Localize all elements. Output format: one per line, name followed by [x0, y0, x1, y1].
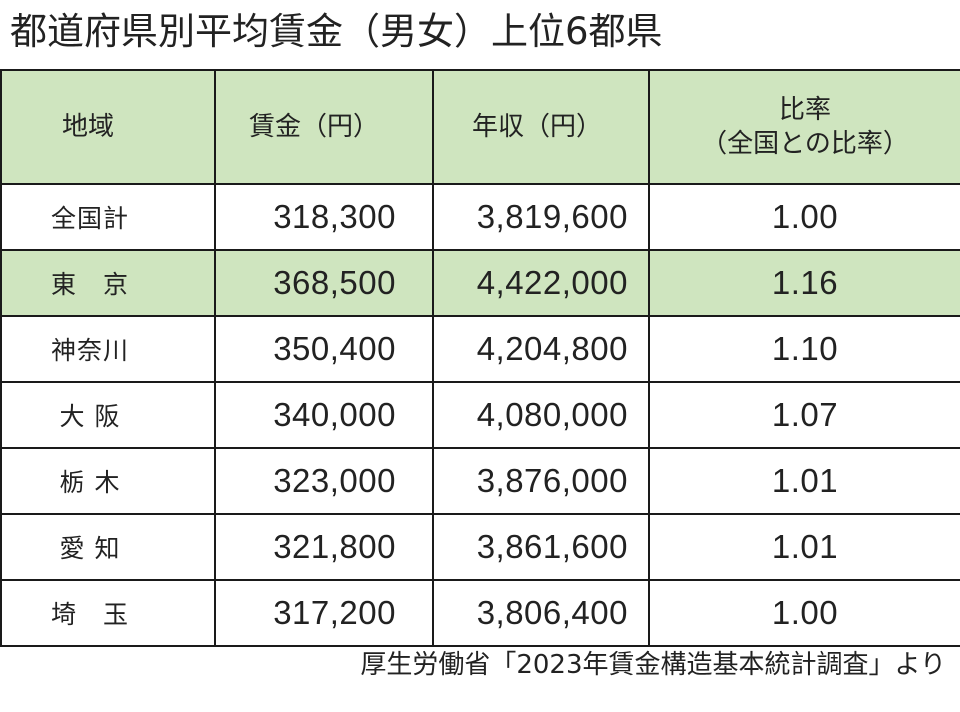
ratio-header-title: 比率 — [778, 95, 831, 125]
income-cell: 4,422,000 — [432, 249, 650, 317]
income-cell: 3,861,600 — [432, 513, 650, 581]
region-cell: 大 阪 — [0, 381, 216, 449]
income-cell: 4,204,800 — [432, 315, 650, 383]
income-cell: 3,806,400 — [432, 579, 650, 647]
table-row: 埼 玉 317,200 3,806,400 1.00 — [0, 579, 960, 647]
page-title: 都道府県別平均賃金（男女）上位6都県 — [10, 10, 663, 53]
region-cell: 東 京 — [0, 249, 216, 317]
income-cell: 4,080,000 — [432, 381, 650, 449]
column-header-region: 地域 — [0, 69, 216, 185]
ratio-cell: 1.07 — [648, 381, 960, 449]
ratio-cell: 1.00 — [648, 183, 960, 251]
source-note: 厚生労働省「2023年賃金構造基本統計調査」より — [360, 650, 946, 680]
income-cell: 3,819,600 — [432, 183, 650, 251]
region-cell: 神奈川 — [0, 315, 216, 383]
income-cell: 3,876,000 — [432, 447, 650, 515]
ratio-cell: 1.16 — [648, 249, 960, 317]
wage-cell: 321,800 — [214, 513, 434, 581]
wage-cell: 368,500 — [214, 249, 434, 317]
ratio-cell: 1.00 — [648, 579, 960, 647]
ratio-cell: 1.01 — [648, 513, 960, 581]
region-cell: 全国計 — [0, 183, 216, 251]
region-cell: 埼 玉 — [0, 579, 216, 647]
wage-cell: 340,000 — [214, 381, 434, 449]
table-row: 愛 知 321,800 3,861,600 1.01 — [0, 513, 960, 581]
wage-cell: 350,400 — [214, 315, 434, 383]
table-row: 大 阪 340,000 4,080,000 1.07 — [0, 381, 960, 449]
ratio-cell: 1.01 — [648, 447, 960, 515]
wage-table: 地域 賃金（円） 年収（円） 比率 （全国との比率） 全国計 318,300 3… — [0, 69, 960, 647]
wage-cell: 317,200 — [214, 579, 434, 647]
table-row: 神奈川 350,400 4,204,800 1.10 — [0, 315, 960, 383]
region-cell: 栃 木 — [0, 447, 216, 515]
wage-cell: 323,000 — [214, 447, 434, 515]
region-cell: 愛 知 — [0, 513, 216, 581]
ratio-cell: 1.10 — [648, 315, 960, 383]
column-header-income: 年収（円） — [432, 69, 650, 185]
wage-cell: 318,300 — [214, 183, 434, 251]
table-header-row: 地域 賃金（円） 年収（円） 比率 （全国との比率） — [0, 69, 960, 185]
column-header-wage: 賃金（円） — [214, 69, 434, 185]
ratio-header-subtitle: （全国との比率） — [701, 129, 909, 159]
table-row: 全国計 318,300 3,819,600 1.00 — [0, 183, 960, 251]
table-row: 東 京 368,500 4,422,000 1.16 — [0, 249, 960, 317]
column-header-ratio: 比率 （全国との比率） — [648, 69, 960, 185]
table-row: 栃 木 323,000 3,876,000 1.01 — [0, 447, 960, 515]
